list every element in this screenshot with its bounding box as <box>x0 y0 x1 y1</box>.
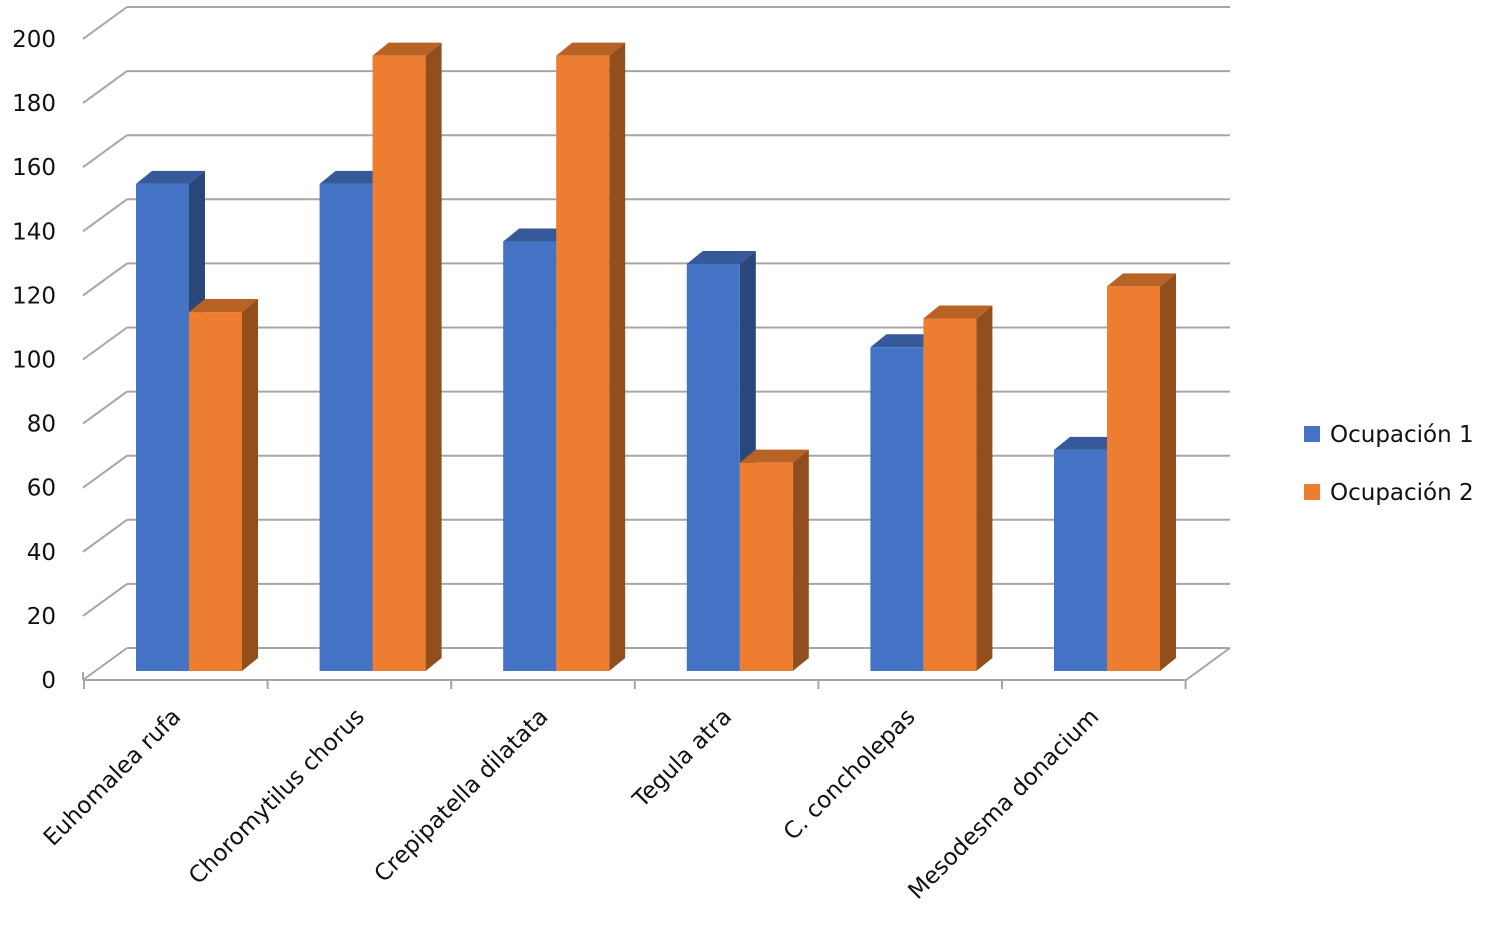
x-tick-label: Euhomalea rufa <box>39 704 186 851</box>
y-tick-label: 160 <box>12 155 56 181</box>
floor-right-edge <box>1185 647 1231 681</box>
bar <box>923 305 993 671</box>
x-tick-label: Crepipatella dilatata <box>370 704 554 888</box>
gridline <box>82 198 1230 233</box>
legend-item: Ocupación 2 <box>1304 480 1474 506</box>
bar <box>189 299 258 671</box>
legend-swatch <box>1304 484 1320 500</box>
x-tick-label: C. concholepas <box>779 704 921 846</box>
bars <box>136 42 1176 671</box>
y-tick-label: 0 <box>41 668 56 694</box>
x-tick-label: Choromytilus chorus <box>184 704 370 890</box>
y-tick-label: 20 <box>27 604 56 630</box>
bar <box>372 42 442 671</box>
y-tick-label: 200 <box>12 27 56 53</box>
gridlines <box>82 6 1230 681</box>
legend: Ocupación 1 Ocupación 2 <box>1304 422 1474 506</box>
bar <box>1107 273 1176 671</box>
legend-label: Ocupación 2 <box>1330 480 1474 506</box>
gridline <box>82 326 1230 361</box>
gridline <box>82 134 1230 169</box>
x-tick-label: Tegula atra <box>627 704 737 814</box>
y-tick-labels: 0 20 40 60 80 100 120 140 160 180 200 <box>12 27 56 694</box>
gridline <box>82 647 1230 681</box>
y-tick-label: 140 <box>12 219 56 245</box>
gridline <box>82 70 1230 104</box>
gridline <box>82 390 1230 425</box>
y-tick-label: 100 <box>12 348 56 374</box>
gridline <box>82 262 1230 297</box>
axes <box>82 647 1231 689</box>
y-tick-label: 120 <box>12 283 56 309</box>
y-tick-label: 40 <box>27 540 56 566</box>
gridline <box>82 454 1230 489</box>
y-tick-label: 80 <box>27 412 56 438</box>
gridline <box>82 518 1230 553</box>
y-tick-label: 60 <box>27 476 56 502</box>
gridline <box>82 6 1230 40</box>
bar <box>556 42 626 671</box>
gridline <box>82 582 1230 617</box>
x-tick-label: Mesodesma donacium <box>903 704 1104 905</box>
legend-item: Ocupación 1 <box>1304 422 1474 448</box>
legend-swatch <box>1304 426 1320 442</box>
bar <box>739 449 809 671</box>
legend-label: Ocupación 1 <box>1330 422 1474 448</box>
y-tick-label: 180 <box>12 91 56 117</box>
